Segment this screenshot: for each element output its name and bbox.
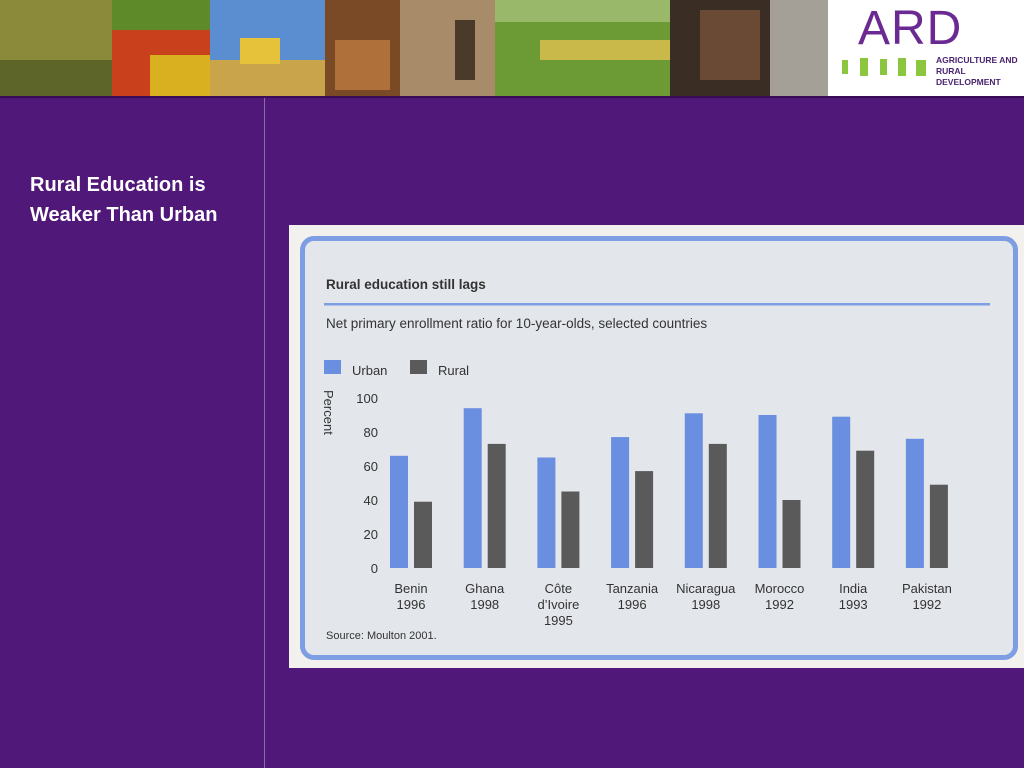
x-tick-label: 1998 — [691, 597, 720, 612]
bar-urban-morocco — [758, 415, 777, 568]
column-divider — [264, 98, 265, 768]
bar-urban-tanzania — [611, 437, 630, 568]
chart-legend: Urban Rural — [324, 360, 469, 378]
y-axis-label: Percent — [321, 390, 336, 435]
bar-rural-india — [856, 450, 875, 568]
legend-label-rural: Rural — [438, 363, 469, 378]
logo-figures-icon — [842, 58, 926, 76]
y-tick-label: 40 — [364, 493, 378, 508]
legend-swatch-rural — [410, 360, 427, 374]
bar-rural-nicaragua — [708, 443, 727, 568]
figure-frame — [300, 236, 1018, 660]
y-axis: Percent 0 20 40 60 80 100 — [321, 390, 378, 576]
x-tick-label: Pakistan — [902, 581, 952, 596]
x-tick-label: 1992 — [765, 597, 794, 612]
y-tick-label: 60 — [364, 459, 378, 474]
x-tick-label: d’Ivoire — [537, 597, 579, 612]
bar-rural-morocco — [782, 500, 801, 568]
x-tick-label: Ghana — [465, 581, 505, 596]
x-tick-label: Nicaragua — [676, 581, 736, 596]
bar-rural-cte — [561, 491, 580, 568]
title-rule — [324, 303, 990, 306]
x-tick-label: 1996 — [397, 597, 426, 612]
bar-urban-cte — [537, 457, 556, 568]
x-axis-labels: Benin1996Ghana1998Côted’Ivoire1995Tanzan… — [394, 581, 951, 628]
bar-urban-benin — [390, 455, 408, 568]
legend-swatch-urban — [324, 360, 341, 374]
header-banner: ARD AGRICULTURE AND RURAL DEVELOPMENT — [0, 0, 1024, 96]
x-tick-label: 1993 — [839, 597, 868, 612]
y-tick-label: 80 — [364, 425, 378, 440]
x-tick-label: 1992 — [912, 597, 941, 612]
ard-logo: ARD AGRICULTURE AND RURAL DEVELOPMENT — [828, 0, 1024, 96]
y-tick-label: 100 — [356, 391, 378, 406]
bar-rural-pakistan — [929, 484, 948, 568]
y-tick-label: 0 — [371, 561, 378, 576]
x-tick-label: India — [839, 581, 868, 596]
bar-urban-india — [832, 416, 851, 568]
bar-rural-tanzania — [635, 471, 654, 568]
banner-rule — [0, 96, 1024, 98]
chart-subtitle: Net primary enrollment ratio for 10-year… — [326, 316, 707, 331]
logo-wordmark: ARD — [858, 2, 963, 55]
chart-title: Rural education still lags — [326, 277, 486, 292]
x-tick-label: Benin — [394, 581, 427, 596]
x-tick-label: Côte — [545, 581, 572, 596]
x-tick-label: Morocco — [755, 581, 805, 596]
farmer-with-donkey-photo — [400, 0, 495, 96]
bar-urban-ghana — [463, 408, 482, 568]
x-tick-label: 1996 — [618, 597, 647, 612]
logo-tagline: AGRICULTURE AND RURAL DEVELOPMENT — [936, 55, 1018, 87]
legend-label-urban: Urban — [352, 363, 387, 378]
chart-source: Source: Moulton 2001. — [326, 630, 437, 642]
y-tick-label: 20 — [364, 527, 378, 542]
x-tick-label: Tanzania — [606, 581, 659, 596]
bar-rural-benin — [414, 501, 432, 568]
bar-rural-ghana — [487, 443, 506, 568]
bars — [390, 408, 948, 568]
bar-urban-nicaragua — [684, 413, 703, 568]
x-tick-label: 1998 — [470, 597, 499, 612]
slide-title: Rural Education is Weaker Than Urban — [30, 174, 218, 226]
banner-photo-strip — [0, 0, 828, 96]
x-tick-label: 1995 — [544, 613, 573, 628]
bar-urban-pakistan — [905, 438, 924, 568]
